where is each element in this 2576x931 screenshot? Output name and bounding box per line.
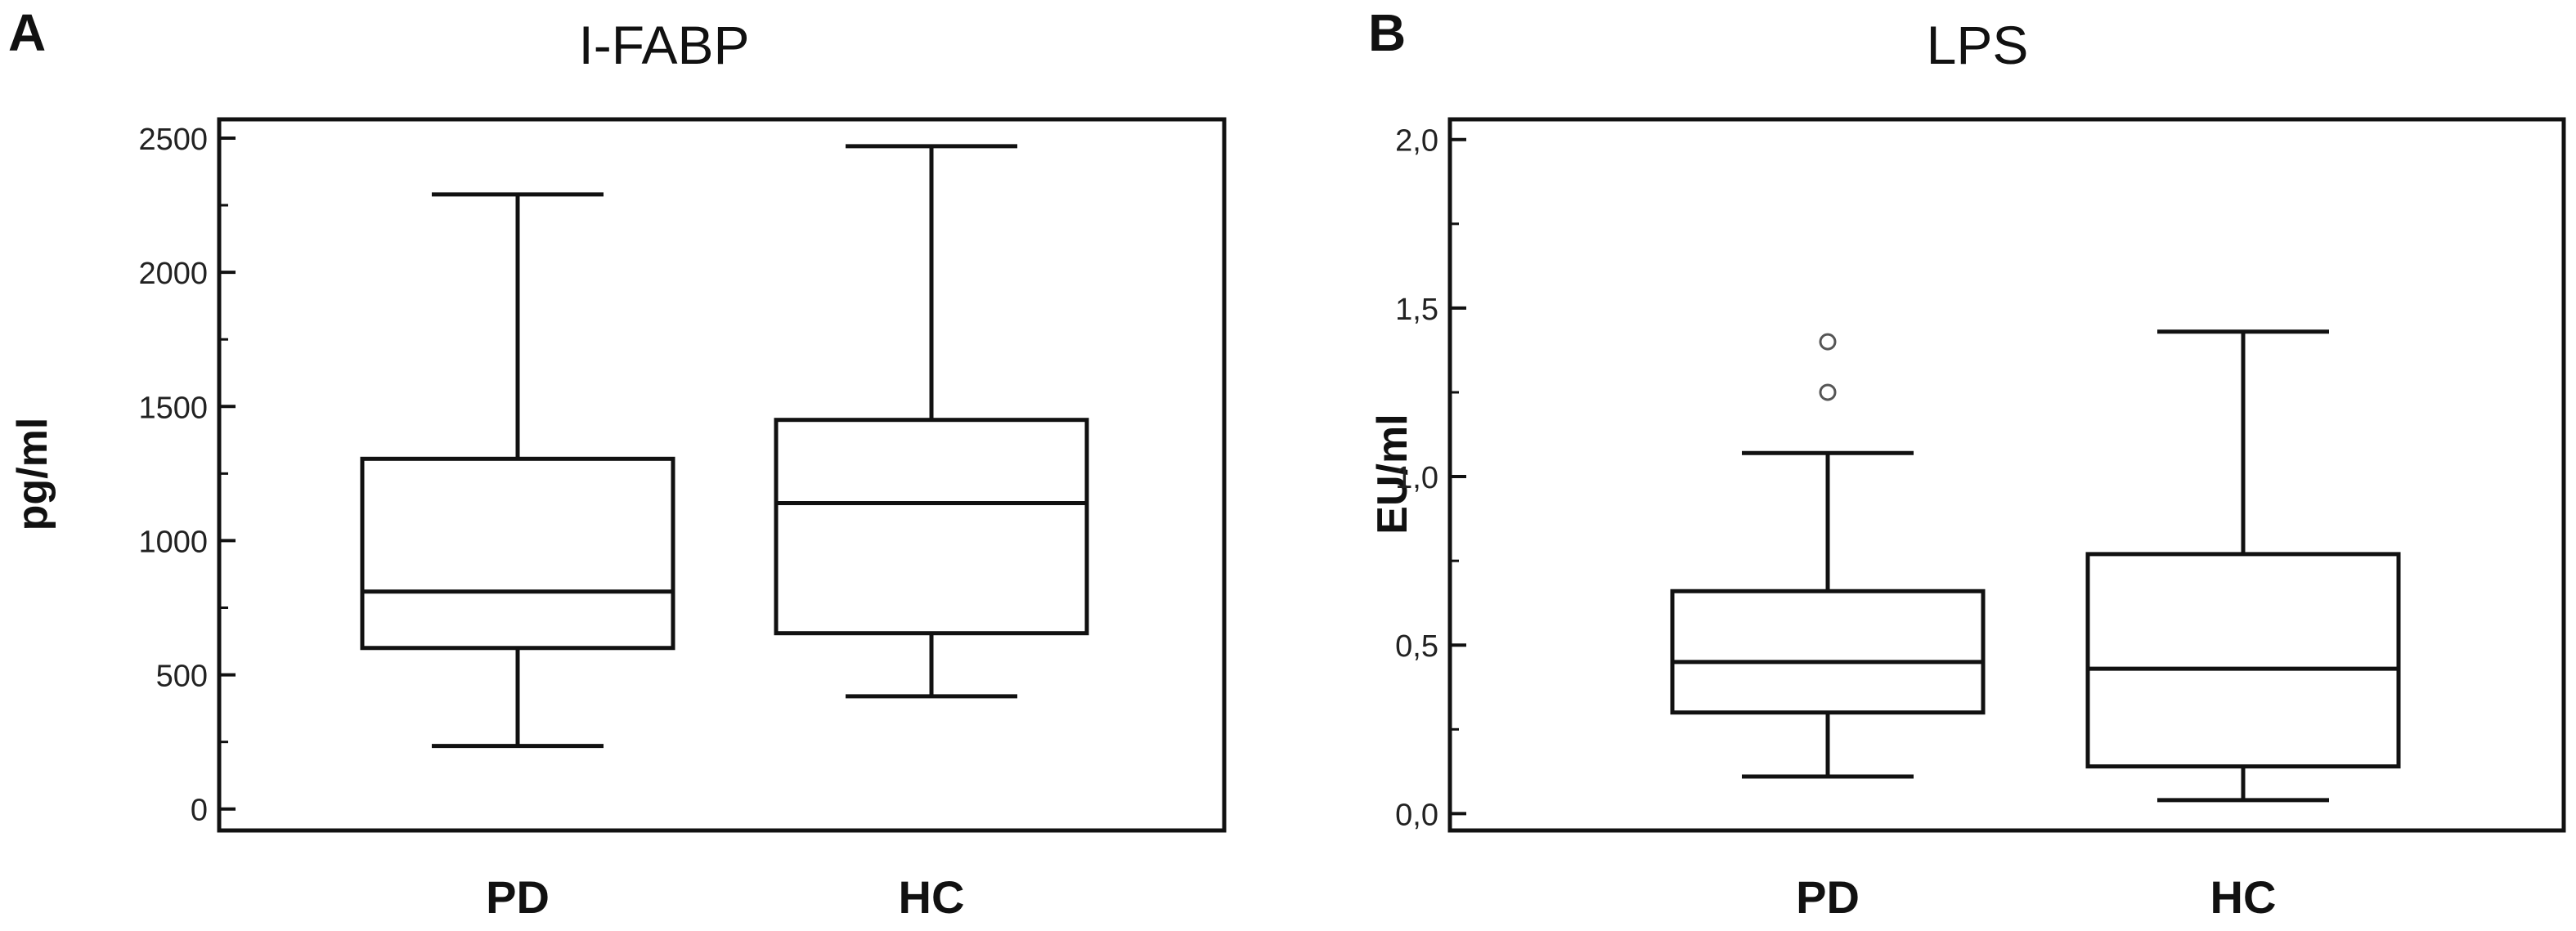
y-tick-label: 2000 [138, 257, 208, 291]
box-pd [1670, 589, 1986, 715]
outlier-point-pd [1819, 333, 1837, 351]
y-tick-label: 1000 [138, 525, 208, 559]
y-tick-label: 1,5 [1395, 293, 1438, 327]
outlier-point-pd [1819, 383, 1837, 401]
y-tick-label: 2,0 [1395, 124, 1438, 159]
plot-area: 0,0 0,5 1,0 1,5 2,0 [1395, 117, 2566, 833]
plot-frame [1447, 117, 2566, 833]
box-hc [774, 418, 1089, 636]
box-pd [360, 456, 675, 651]
plot-frame [217, 117, 1227, 833]
x-category-label-hc: HC [2210, 871, 2277, 923]
chart-title: I-FABP [578, 15, 750, 75]
plot-area: 0 500 1000 1500 2000 2500 [138, 117, 1227, 833]
panel-label: A [8, 3, 47, 62]
y-tick-label: 0,0 [1395, 798, 1438, 832]
x-category-label-hc: HC [898, 871, 965, 923]
y-tick-label: 0 [191, 794, 208, 828]
chart-panel-b: B LPS EU/ml PD HC 0,0 0,5 1,0 1,5 2,0 [1288, 0, 2576, 931]
box-hc [2085, 552, 2401, 769]
chart-panel-a: A I-FABP pg/ml PD HC 0 500 1000 1500 2000 250… [8, 3, 1227, 923]
x-category-label-pd: PD [486, 871, 550, 923]
panel-label: B [1368, 3, 1407, 62]
x-category-label-pd: PD [1796, 871, 1860, 923]
y-tick-label: 0,5 [1395, 629, 1438, 664]
y-tick-label: 2500 [138, 123, 208, 157]
y-tick-label: 500 [156, 660, 208, 694]
chart-title: LPS [1926, 15, 2029, 75]
y-tick-label: 1,0 [1395, 461, 1438, 495]
y-tick-label: 1500 [138, 391, 208, 425]
